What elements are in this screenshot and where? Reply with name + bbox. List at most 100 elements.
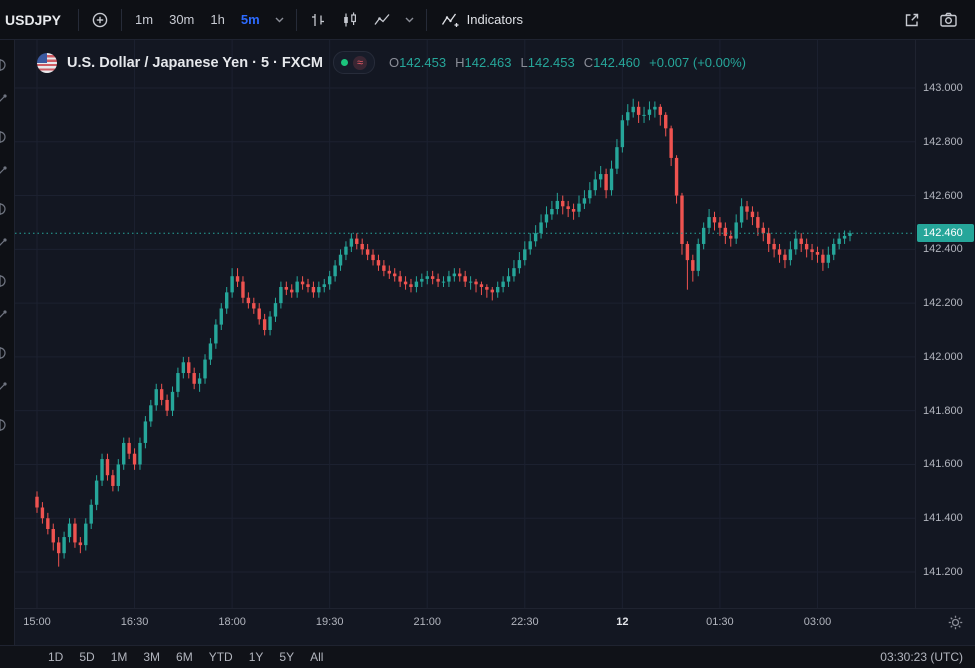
candle — [496, 281, 500, 298]
chart-style-dropdown-button[interactable] — [398, 13, 421, 27]
range-3m-button[interactable]: 3M — [135, 648, 168, 666]
toolbar-separator — [425, 8, 427, 31]
candle — [89, 499, 93, 529]
zoom-tool-icon[interactable] — [0, 342, 14, 364]
fib-retracement-tool-icon[interactable] — [0, 126, 14, 148]
compare-add-symbol-button[interactable] — [84, 7, 116, 33]
candle — [506, 268, 511, 287]
trend-line-tool-icon[interactable] — [0, 90, 14, 112]
candle — [111, 469, 115, 492]
interval-30m-button[interactable]: 30m — [161, 7, 202, 32]
candle — [588, 182, 592, 204]
symbol-title[interactable]: U.S. Dollar / Japanese Yen · 5 · FXCM — [67, 54, 323, 71]
candle — [544, 206, 549, 228]
brush-tool-icon[interactable] — [0, 162, 14, 184]
candle — [349, 233, 354, 253]
chart-pane[interactable]: U.S. Dollar / Japanese Yen · 5 · FXCM ≈ … — [15, 40, 915, 608]
chart-style-bars-button[interactable] — [302, 7, 334, 33]
candle — [821, 249, 825, 271]
range-1y-button[interactable]: 1Y — [241, 648, 272, 666]
time-label: 21:00 — [413, 616, 441, 628]
interval-1h-button[interactable]: 1h — [202, 7, 232, 32]
candle — [842, 230, 847, 244]
candle — [701, 222, 706, 250]
candle — [187, 356, 191, 379]
candle — [658, 104, 662, 126]
screenshot-camera-button[interactable] — [932, 7, 965, 32]
indicators-button[interactable]: Indicators — [432, 6, 532, 33]
candle — [799, 233, 803, 253]
price-tick-label: 142.200 — [923, 297, 963, 310]
measure-tool-icon[interactable] — [0, 306, 14, 328]
symbol-button[interactable]: USDJPY — [5, 11, 62, 28]
candle — [273, 297, 278, 322]
candle — [609, 160, 614, 196]
range-ytd-button[interactable]: YTD — [201, 648, 241, 666]
bars-chart-icon — [311, 13, 324, 26]
candle — [430, 270, 435, 285]
candle — [382, 260, 386, 277]
candle — [756, 211, 760, 236]
open-in-new-window-button[interactable] — [896, 7, 928, 33]
candle — [707, 209, 711, 234]
candle — [837, 233, 841, 250]
candle — [512, 260, 516, 282]
clock-utc[interactable]: 03:30:23 (UTC) — [880, 650, 963, 664]
time-label: 22:30 — [511, 616, 539, 628]
candle — [615, 139, 619, 175]
price-tick-label: 141.800 — [923, 404, 963, 417]
time-label: 16:30 — [120, 616, 149, 628]
candle — [745, 200, 749, 220]
text-tool-icon[interactable] — [0, 198, 14, 220]
candle — [327, 270, 332, 290]
candle — [262, 313, 267, 336]
candle — [653, 101, 657, 118]
price-chart[interactable] — [15, 40, 915, 608]
chart-style-line-button[interactable] — [366, 7, 398, 33]
interval-dropdown-button[interactable] — [268, 13, 291, 27]
pattern-tool-icon[interactable] — [0, 234, 14, 256]
toolbar-separator — [295, 8, 297, 31]
candle — [533, 225, 538, 247]
magnet-tool-icon[interactable] — [0, 378, 14, 400]
candle — [67, 518, 72, 543]
candle — [647, 101, 652, 121]
time-axis[interactable]: 15:00 16:30 18:00 19:30 21:00 22:30 12 01:30 03:… — [15, 608, 975, 645]
time-label: 19:30 — [315, 616, 344, 628]
range-1d-button[interactable]: 1D — [40, 648, 71, 666]
candle — [279, 281, 283, 309]
range-6m-button[interactable]: 6M — [168, 648, 201, 666]
settings-gear-icon[interactable] — [948, 615, 963, 635]
candle — [550, 200, 554, 220]
chart-style-candles-button[interactable] — [334, 7, 366, 33]
toolbar-separator — [121, 8, 123, 31]
range-1m-button[interactable]: 1M — [103, 648, 136, 666]
toolbar-separator — [78, 8, 80, 31]
candle — [669, 125, 673, 166]
market-status-pill[interactable]: ≈ — [332, 51, 375, 74]
candle — [582, 190, 587, 210]
range-5y-button[interactable]: 5Y — [271, 648, 302, 666]
candle — [414, 276, 419, 293]
candle — [539, 214, 543, 239]
candle — [696, 238, 700, 277]
range-5d-button[interactable]: 5D — [71, 648, 102, 666]
candle — [626, 104, 630, 126]
candle — [832, 238, 836, 261]
price-axis[interactable]: 142.460 143.000 142.800 142.600 142.400 142.… — [915, 40, 975, 608]
candle — [203, 354, 207, 384]
candle — [268, 311, 272, 336]
candle — [51, 523, 55, 551]
candle — [517, 252, 522, 274]
range-all-button[interactable]: All — [302, 648, 331, 666]
lock-tool-icon[interactable] — [0, 414, 14, 436]
candle — [680, 192, 684, 255]
candle — [149, 399, 153, 427]
interval-5m-button[interactable]: 5m — [233, 7, 268, 32]
interval-1m-button[interactable]: 1m — [127, 7, 161, 32]
crosshair-tool-icon[interactable] — [0, 54, 14, 76]
price-tick-label: 142.800 — [923, 135, 963, 148]
candle — [181, 356, 186, 379]
forecast-tool-icon[interactable] — [0, 270, 14, 292]
